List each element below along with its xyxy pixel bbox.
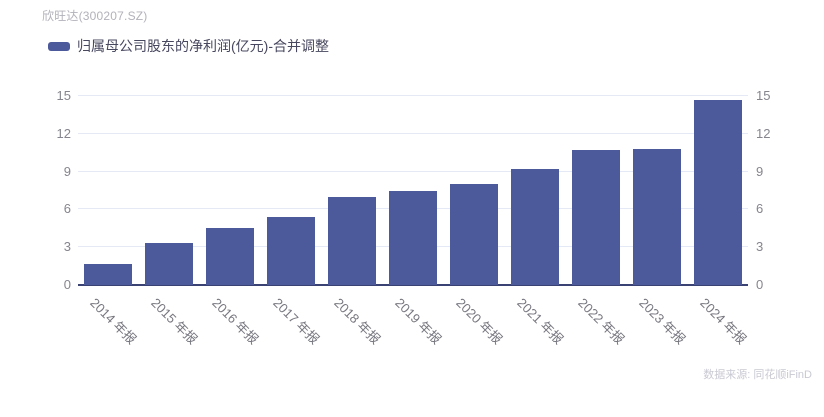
- plot-area: [78, 95, 748, 286]
- y-tick-right-3: 3: [756, 239, 764, 255]
- x-tick-2023: 2023 年报: [635, 295, 688, 348]
- x-tick-2022: 2022 年报: [574, 295, 627, 348]
- legend-item[interactable]: 归属母公司股东的净利润(亿元)-合并调整: [48, 36, 329, 56]
- bar-2018[interactable]: [328, 196, 377, 285]
- x-tick-2017: 2017 年报: [270, 295, 323, 348]
- stock-title: 欣旺达(300207.SZ): [42, 9, 148, 23]
- x-tick-2020: 2020 年报: [453, 295, 506, 348]
- x-axis-line: [78, 284, 748, 286]
- bar-2016[interactable]: [206, 228, 255, 285]
- bar-2020[interactable]: [449, 184, 498, 285]
- gridline-12: [78, 132, 748, 134]
- y-tick-left-3: 3: [63, 239, 71, 255]
- gridline-15: [78, 95, 748, 96]
- y-tick-left-6: 6: [63, 201, 71, 217]
- x-tick-2016: 2016 年报: [209, 295, 262, 348]
- gridline-9: [78, 170, 748, 172]
- x-tick-2021: 2021 年报: [514, 295, 567, 348]
- bar-2021[interactable]: [510, 169, 559, 285]
- bar-2019[interactable]: [389, 190, 437, 285]
- y-tick-left-15: 15: [56, 88, 71, 103]
- y-tick-right-6: 6: [756, 201, 764, 217]
- bar-2024[interactable]: [693, 99, 742, 285]
- y-tick-right-9: 9: [756, 163, 764, 179]
- x-tick-2018: 2018 年报: [331, 295, 384, 348]
- bar-2017[interactable]: [267, 216, 316, 285]
- data-source-note: 数据来源: 同花顺iFinD: [703, 369, 812, 381]
- y-tick-right-0: 0: [756, 277, 764, 292]
- bar-2015[interactable]: [145, 243, 194, 285]
- y-tick-left-0: 0: [63, 277, 71, 292]
- x-tick-2024: 2024 年报: [696, 295, 749, 348]
- bar-2014[interactable]: [84, 263, 133, 285]
- y-tick-right-15: 15: [756, 88, 771, 103]
- bar-2023[interactable]: [632, 148, 681, 285]
- x-tick-2019: 2019 年报: [392, 295, 445, 348]
- y-tick-left-12: 12: [56, 125, 71, 141]
- legend-color-swatch: [48, 41, 70, 51]
- y-tick-left-9: 9: [63, 163, 71, 179]
- x-tick-2015: 2015 年报: [148, 295, 201, 348]
- bar-2022[interactable]: [571, 150, 620, 285]
- legend-label: 归属母公司股东的净利润(亿元)-合并调整: [77, 38, 329, 54]
- x-tick-2014: 2014 年报: [87, 295, 140, 348]
- y-tick-right-12: 12: [756, 125, 771, 141]
